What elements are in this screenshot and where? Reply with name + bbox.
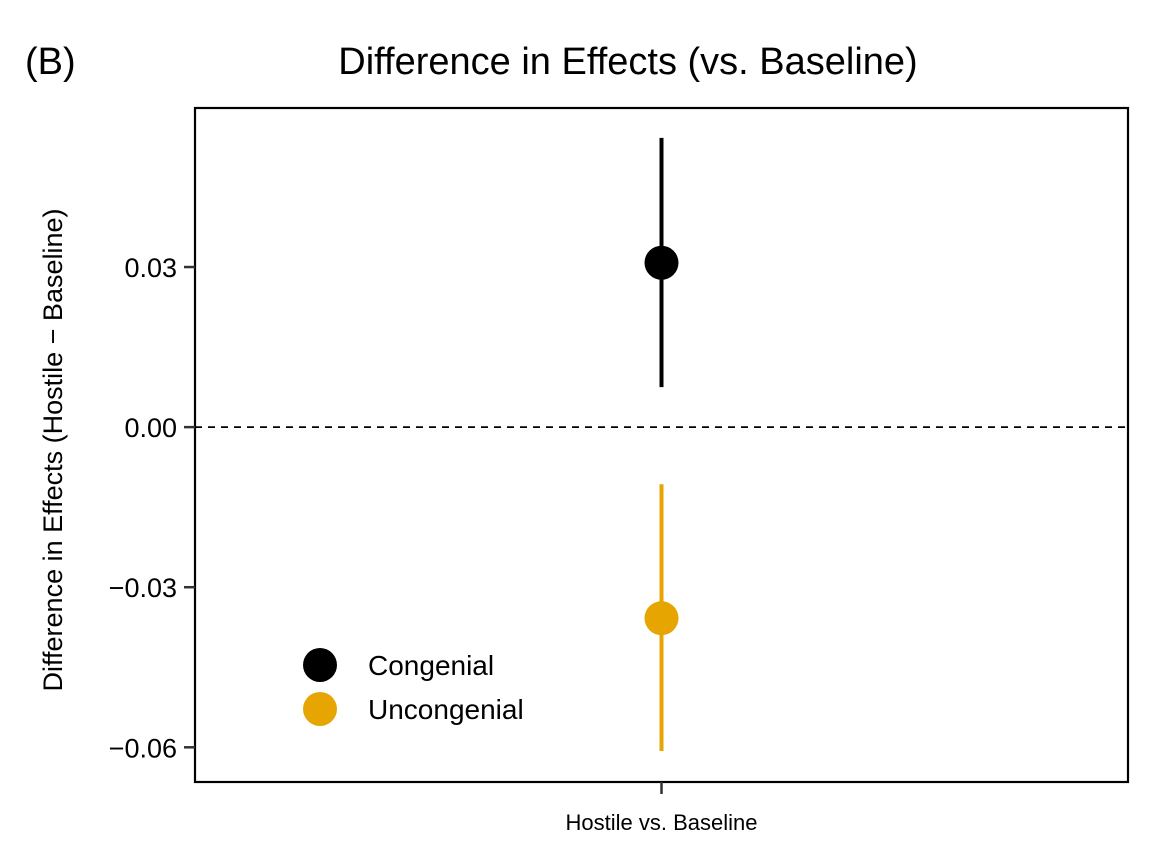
uncongenial-point: [644, 601, 679, 636]
congenial-point: [644, 245, 679, 280]
y-axis-label: Difference in Effects (Hostile − Baselin…: [38, 209, 68, 692]
panel-label: (B): [25, 41, 76, 83]
legend-label-uncongenial: Uncongenial: [368, 694, 524, 725]
x-axis-ticks: Hostile vs. Baseline: [566, 782, 758, 835]
y-tick-label: −0.06: [109, 733, 177, 763]
y-tick-label: 0.03: [124, 253, 177, 283]
y-axis-ticks: 0.03 0.00 −0.03 −0.06: [109, 253, 195, 763]
legend: Congenial Uncongenial: [303, 648, 524, 726]
y-tick-label: 0.00: [124, 413, 177, 443]
legend-marker-congenial: [303, 648, 337, 682]
legend-label-congenial: Congenial: [368, 650, 494, 681]
data-series: [644, 137, 679, 752]
y-tick-label: −0.03: [109, 573, 177, 603]
x-tick-label: Hostile vs. Baseline: [566, 810, 758, 835]
chart-title: Difference in Effects (vs. Baseline): [338, 41, 917, 83]
legend-marker-uncongenial: [303, 692, 337, 726]
